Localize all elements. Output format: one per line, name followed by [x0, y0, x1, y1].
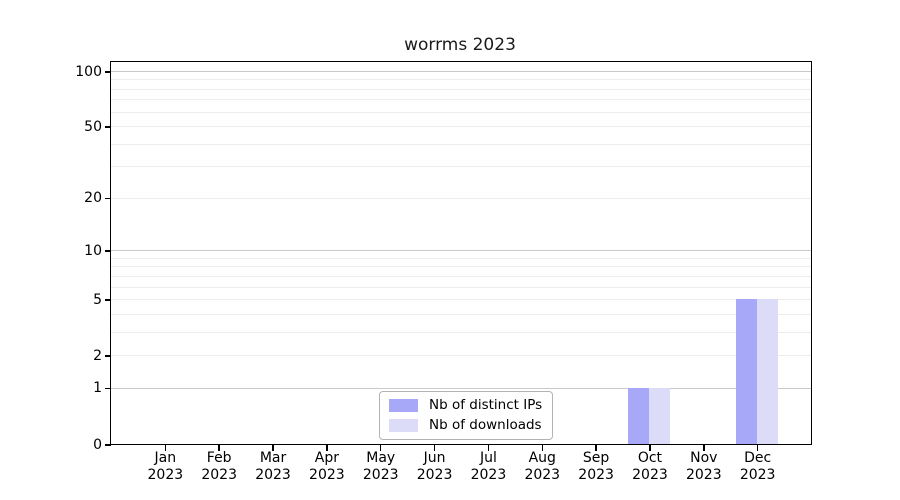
x-tick-mark-mar-2023	[272, 444, 274, 451]
x-tick-label-jan-2023: Jan 2023	[147, 450, 184, 483]
bar-nb-of-downloads-oct-2023	[649, 387, 671, 444]
y-tick-label-50: 50	[84, 118, 102, 135]
x-tick-mark-jan-2023	[164, 444, 167, 451]
gridline-40	[111, 143, 811, 145]
x-tick-mark-aug-2023	[541, 444, 544, 451]
gridline-30	[111, 166, 811, 168]
gridline-7	[111, 275, 811, 277]
y-tick-mark-100	[105, 71, 111, 73]
gridline-50	[111, 126, 811, 128]
gridline-3	[111, 331, 811, 333]
x-tick-label-jul-2023: Jul 2023	[470, 450, 507, 483]
gridline-6	[111, 286, 811, 288]
gridline-80	[111, 88, 811, 90]
x-tick-label-mar-2023: Mar 2023	[255, 450, 291, 483]
x-tick-mark-jun-2023	[433, 444, 436, 451]
gridline-70	[111, 99, 811, 101]
x-tick-mark-apr-2023	[326, 444, 328, 451]
y-tick-mark-10	[105, 250, 111, 252]
gridline-10	[111, 250, 811, 252]
y-tick-label-2: 2	[93, 347, 102, 364]
y-tick-label-0: 0	[93, 436, 102, 453]
legend-entry-distinct-ips: Nb of distinct IPs	[389, 397, 542, 413]
x-tick-mark-dec-2023	[756, 444, 759, 451]
x-tick-mark-feb-2023	[218, 444, 220, 451]
chart-title: worrms 2023	[404, 35, 516, 55]
gridline-100	[111, 71, 811, 72]
gridline-60	[111, 111, 811, 113]
y-tick-mark-0	[105, 444, 111, 446]
y-tick-label-100: 100	[75, 63, 102, 80]
plot-area: Nb of distinct IPs Nb of downloads	[110, 61, 812, 445]
x-tick-label-oct-2023: Oct 2023	[632, 450, 668, 483]
gridline-9	[111, 257, 811, 259]
x-tick-mark-sep-2023	[595, 444, 597, 451]
x-tick-label-feb-2023: Feb 2023	[201, 450, 237, 483]
x-tick-mark-may-2023	[379, 444, 382, 451]
gridline-90	[111, 79, 811, 81]
x-tick-label-may-2023: May 2023	[362, 450, 399, 483]
gridline-4	[111, 313, 811, 315]
x-tick-label-apr-2023: Apr 2023	[309, 450, 345, 483]
x-tick-mark-oct-2023	[649, 444, 651, 451]
x-tick-label-nov-2023: Nov 2023	[685, 450, 722, 483]
gridline-5	[111, 299, 811, 301]
x-tick-label-sep-2023: Sep 2023	[578, 450, 614, 483]
gridline-2	[111, 355, 811, 357]
y-tick-label-5: 5	[93, 291, 102, 308]
y-tick-label-1: 1	[93, 380, 102, 397]
x-tick-label-dec-2023: Dec 2023	[739, 450, 776, 483]
bar-nb-of-downloads-dec-2023	[757, 299, 779, 444]
gridline-20	[111, 197, 811, 199]
y-tick-mark-1	[105, 387, 111, 390]
legend-entry-downloads: Nb of downloads	[389, 417, 542, 433]
legend-swatch-downloads	[389, 418, 418, 432]
legend: Nb of distinct IPs Nb of downloads	[379, 391, 554, 440]
legend-label-distinct-ips: Nb of distinct IPs	[429, 397, 543, 413]
legend-swatch-distinct-ips	[389, 398, 418, 412]
x-tick-label-aug-2023: Aug 2023	[524, 450, 561, 483]
y-tick-label-10: 10	[84, 242, 102, 259]
y-tick-mark-50	[105, 126, 111, 128]
y-tick-label-20: 20	[84, 190, 102, 207]
gridline-8	[111, 266, 811, 268]
x-tick-label-jun-2023: Jun 2023	[416, 450, 453, 483]
y-tick-mark-5	[105, 299, 111, 301]
bar-nb-of-distinct-ips-oct-2023	[628, 387, 650, 444]
legend-label-downloads: Nb of downloads	[429, 417, 542, 433]
gridline-1	[111, 387, 811, 389]
x-tick-mark-jul-2023	[487, 444, 490, 451]
bar-nb-of-distinct-ips-dec-2023	[736, 299, 758, 444]
y-tick-mark-2	[105, 355, 111, 357]
y-tick-mark-20	[105, 197, 111, 200]
x-tick-mark-nov-2023	[703, 444, 705, 451]
